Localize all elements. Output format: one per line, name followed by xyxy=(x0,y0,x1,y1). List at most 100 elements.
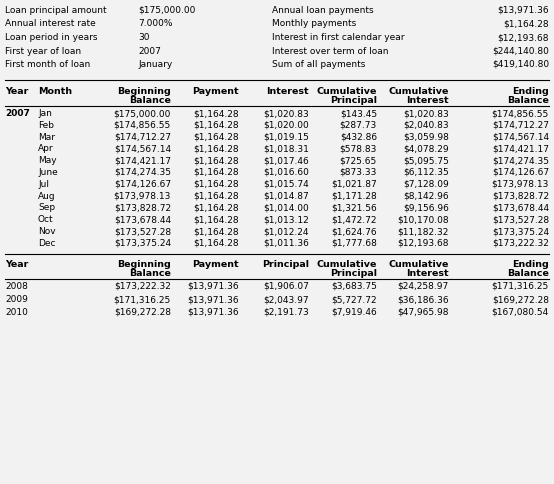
Text: $1,164.28: $1,164.28 xyxy=(193,192,239,200)
Text: Feb: Feb xyxy=(38,121,54,130)
Text: $12,193.68: $12,193.68 xyxy=(398,239,449,248)
Text: $5,095.75: $5,095.75 xyxy=(403,156,449,165)
Text: $173,978.13: $173,978.13 xyxy=(114,192,171,200)
Text: $174,567.14: $174,567.14 xyxy=(492,133,549,142)
Text: $174,421.17: $174,421.17 xyxy=(114,156,171,165)
Text: $1,021.87: $1,021.87 xyxy=(331,180,377,189)
Text: $11,182.32: $11,182.32 xyxy=(398,227,449,236)
Text: Ending: Ending xyxy=(512,87,549,96)
Text: January: January xyxy=(138,60,172,69)
Text: $175,000.00: $175,000.00 xyxy=(138,6,196,15)
Text: $1,164.28: $1,164.28 xyxy=(193,180,239,189)
Text: $287.73: $287.73 xyxy=(340,121,377,130)
Text: $1,164.28: $1,164.28 xyxy=(193,133,239,142)
Text: $171,316.25: $171,316.25 xyxy=(492,282,549,291)
Text: $13,971.36: $13,971.36 xyxy=(187,295,239,304)
Text: Ending: Ending xyxy=(512,260,549,269)
Text: Cumulative: Cumulative xyxy=(317,87,377,96)
Text: $1,011.36: $1,011.36 xyxy=(263,239,309,248)
Text: Sep: Sep xyxy=(38,203,55,212)
Text: Cumulative: Cumulative xyxy=(317,260,377,269)
Text: $174,126.67: $174,126.67 xyxy=(492,168,549,177)
Text: $1,164.28: $1,164.28 xyxy=(193,203,239,212)
Text: Aug: Aug xyxy=(38,192,55,200)
Text: $1,020.83: $1,020.83 xyxy=(403,109,449,118)
Text: $3,683.75: $3,683.75 xyxy=(331,282,377,291)
Text: $13,971.36: $13,971.36 xyxy=(187,282,239,291)
Text: Principal: Principal xyxy=(330,96,377,105)
Text: $1,019.15: $1,019.15 xyxy=(263,133,309,142)
Text: $1,164.28: $1,164.28 xyxy=(193,156,239,165)
Text: $244,140.80: $244,140.80 xyxy=(492,46,549,56)
Text: $2,040.83: $2,040.83 xyxy=(403,121,449,130)
Text: $3,059.98: $3,059.98 xyxy=(403,133,449,142)
Text: $6,112.35: $6,112.35 xyxy=(403,168,449,177)
Text: $1,472.72: $1,472.72 xyxy=(331,215,377,224)
Text: 7.000%: 7.000% xyxy=(138,19,172,29)
Text: First year of loan: First year of loan xyxy=(5,46,81,56)
Text: $7,919.46: $7,919.46 xyxy=(331,308,377,317)
Text: $1,164.28: $1,164.28 xyxy=(193,168,239,177)
Text: Balance: Balance xyxy=(129,269,171,278)
Text: Cumulative: Cumulative xyxy=(388,87,449,96)
Text: Payment: Payment xyxy=(192,87,239,96)
Text: $1,015.74: $1,015.74 xyxy=(263,180,309,189)
Text: $1,164.28: $1,164.28 xyxy=(193,144,239,153)
Text: $5,727.72: $5,727.72 xyxy=(331,295,377,304)
Text: Nov: Nov xyxy=(38,227,55,236)
Text: $173,828.72: $173,828.72 xyxy=(492,192,549,200)
Text: $173,828.72: $173,828.72 xyxy=(114,203,171,212)
Text: 2010: 2010 xyxy=(5,308,28,317)
Text: $432.86: $432.86 xyxy=(340,133,377,142)
Text: 30: 30 xyxy=(138,33,150,42)
Text: $173,375.24: $173,375.24 xyxy=(492,227,549,236)
Text: $4,078.29: $4,078.29 xyxy=(403,144,449,153)
Text: Loan principal amount: Loan principal amount xyxy=(5,6,106,15)
Text: June: June xyxy=(38,168,58,177)
Text: Loan period in years: Loan period in years xyxy=(5,33,98,42)
Text: 2007: 2007 xyxy=(138,46,161,56)
Text: $173,527.28: $173,527.28 xyxy=(492,215,549,224)
Text: Cumulative: Cumulative xyxy=(388,260,449,269)
Text: $24,258.97: $24,258.97 xyxy=(398,282,449,291)
Text: $725.65: $725.65 xyxy=(340,156,377,165)
Text: $1,164.28: $1,164.28 xyxy=(193,215,239,224)
Text: $36,186.36: $36,186.36 xyxy=(397,295,449,304)
Text: $1,020.00: $1,020.00 xyxy=(263,121,309,130)
Text: Mar: Mar xyxy=(38,133,55,142)
Text: $1,624.76: $1,624.76 xyxy=(331,227,377,236)
Text: Jan: Jan xyxy=(38,109,52,118)
Text: $1,171.28: $1,171.28 xyxy=(331,192,377,200)
Text: $173,222.32: $173,222.32 xyxy=(492,239,549,248)
Text: $174,274.35: $174,274.35 xyxy=(114,168,171,177)
Text: Month: Month xyxy=(38,87,72,96)
Text: Balance: Balance xyxy=(129,96,171,105)
Text: $174,712.27: $174,712.27 xyxy=(492,121,549,130)
Text: Balance: Balance xyxy=(507,96,549,105)
Text: $174,567.14: $174,567.14 xyxy=(114,144,171,153)
Text: $173,678.44: $173,678.44 xyxy=(114,215,171,224)
Text: Principal: Principal xyxy=(330,269,377,278)
Text: $1,013.12: $1,013.12 xyxy=(263,215,309,224)
Text: Principal: Principal xyxy=(262,260,309,269)
Text: $47,965.98: $47,965.98 xyxy=(398,308,449,317)
Text: Year: Year xyxy=(5,260,28,269)
Text: $174,856.55: $174,856.55 xyxy=(492,109,549,118)
Text: $143.45: $143.45 xyxy=(340,109,377,118)
Text: $173,678.44: $173,678.44 xyxy=(492,203,549,212)
Text: $173,375.24: $173,375.24 xyxy=(114,239,171,248)
Text: $173,527.28: $173,527.28 xyxy=(114,227,171,236)
Text: $174,856.55: $174,856.55 xyxy=(114,121,171,130)
Text: $173,978.13: $173,978.13 xyxy=(491,180,549,189)
Text: First month of loan: First month of loan xyxy=(5,60,90,69)
Text: Oct: Oct xyxy=(38,215,54,224)
Text: Apr: Apr xyxy=(38,144,54,153)
Text: Interest in first calendar year: Interest in first calendar year xyxy=(272,33,404,42)
Text: $419,140.80: $419,140.80 xyxy=(492,60,549,69)
Text: Annual loan payments: Annual loan payments xyxy=(272,6,373,15)
Text: $1,164.28: $1,164.28 xyxy=(193,239,239,248)
Text: $171,316.25: $171,316.25 xyxy=(114,295,171,304)
Text: $1,020.83: $1,020.83 xyxy=(263,109,309,118)
Text: $169,272.28: $169,272.28 xyxy=(114,308,171,317)
Text: 2007: 2007 xyxy=(5,109,30,118)
